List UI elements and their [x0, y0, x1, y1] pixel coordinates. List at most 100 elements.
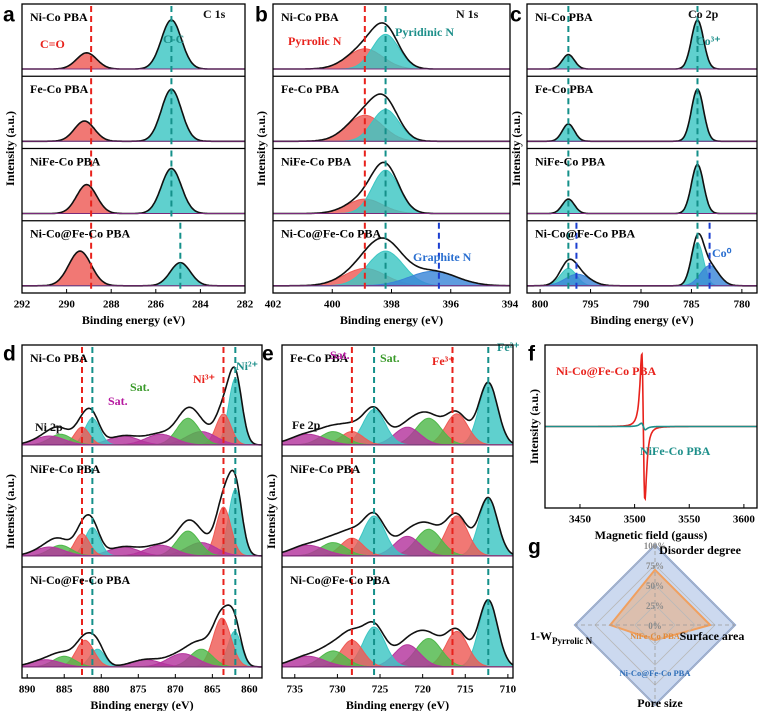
fit-component [21, 88, 246, 142]
x-tick-label: 396 [443, 299, 460, 311]
legend-label: Ni-Co@Fe-Co PBA [556, 364, 656, 378]
peak-annotation: N 1s [456, 7, 479, 21]
fit-envelope [281, 381, 514, 444]
peak-annotation: Fe³⁺ [432, 354, 455, 368]
sample-label: Ni-Co PBA [30, 351, 88, 365]
fit-envelope [21, 366, 263, 446]
panel-letter: d [3, 343, 16, 366]
x-tick-label: 780 [734, 299, 751, 311]
fit-envelope [22, 250, 245, 287]
x-tick-label: 292 [14, 299, 31, 311]
peak-annotation: Sat. [380, 351, 400, 365]
fit-envelope [527, 88, 757, 143]
plot-frame [526, 3, 758, 294]
x-tick-label: 790 [633, 299, 650, 311]
fit-component [272, 109, 511, 142]
peak-annotation: Fe 2p [292, 418, 321, 432]
x-tick-label: 282 [237, 299, 254, 311]
sample-label: Ni-Co PBA [535, 10, 593, 24]
sample-label: Fe-Co PBA [535, 82, 594, 96]
peak-annotation: C=O [40, 37, 65, 51]
radar-axis-label: Pore size [637, 696, 683, 710]
x-axis-label: Binding energy (eV) [346, 698, 449, 711]
sample-label: Fe-Co PBA [30, 82, 89, 96]
y-axis-label: Intensity (a.u.) [264, 474, 278, 549]
series-label: Ni-Co@Fe-Co PBA [620, 668, 692, 678]
x-tick-label: 400 [324, 299, 341, 311]
x-tick-label: 286 [148, 299, 165, 311]
sample-label: Ni-Co@Fe-Co PBA [535, 227, 635, 241]
sample-label: NiFe-Co PBA [290, 462, 361, 476]
sample-label: NiFe-Co PBA [30, 462, 101, 476]
radar-grid [614, 584, 696, 666]
radar-axis-label-text: Surface area [680, 629, 745, 643]
x-tick-label: 870 [167, 684, 184, 696]
peak-annotation: Fe²⁺ [497, 340, 520, 354]
peak-annotation: C-C [163, 32, 184, 46]
x-tick-label: 3550 [678, 514, 701, 526]
fit-component [272, 250, 511, 287]
sample-label: Ni-Co@Fe-Co PBA [281, 227, 381, 241]
radar-axis-label: Surface area [680, 629, 745, 643]
plot-frame [21, 3, 246, 294]
x-tick-label: 710 [500, 684, 517, 696]
sample-label: Fe-Co PBA [290, 351, 349, 365]
sample-label: Fe-Co PBA [281, 82, 340, 96]
x-tick-label: 865 [204, 684, 221, 696]
panel-letter: f [528, 343, 536, 366]
peak-annotation: Co⁰ [712, 246, 732, 260]
radar-tick-label: 25% [646, 601, 664, 611]
radar-axis-label: 1-WPyrrolic N [530, 629, 593, 646]
x-tick-label: 875 [130, 684, 147, 696]
x-tick-label: 715 [457, 684, 474, 696]
y-axis-label: Intensity (a.u.) [509, 111, 523, 186]
sample-label: Ni-Co PBA [30, 10, 88, 24]
legend-label: NiFe-Co PBA [640, 444, 711, 458]
y-axis-label: Intensity (a.u.) [3, 111, 17, 186]
fit-envelope [22, 167, 245, 215]
peak-annotation: Sat. [108, 394, 128, 408]
x-tick-label: 785 [683, 299, 700, 311]
peak-annotation: Pyridinic N [395, 25, 454, 39]
fit-component [21, 167, 246, 215]
x-axis-label: Binding energy (eV) [82, 313, 185, 327]
peak-annotation: Pyrrolic N [288, 34, 342, 48]
y-axis-label: Intensity (a.u.) [527, 389, 541, 464]
epr-curve [545, 422, 757, 431]
x-tick-label: 795 [582, 299, 599, 311]
fit-envelope [527, 19, 757, 70]
fit-envelope [21, 604, 262, 668]
peak-annotation: C 1s [203, 7, 226, 21]
fit-component [272, 169, 511, 215]
peak-annotation: Sat. [130, 380, 150, 394]
peak-annotation: Co³⁺ [696, 34, 721, 48]
fit-envelope [281, 496, 514, 555]
sample-label: Ni-Co@Fe-Co PBA [30, 227, 130, 241]
peak-annotation: Ni²⁺ [236, 359, 258, 373]
panel-letter: e [262, 343, 274, 366]
peak-annotation: Graphite N [413, 250, 472, 264]
x-tick-label: 880 [93, 684, 110, 696]
sample-label: NiFe-Co PBA [535, 154, 606, 168]
x-axis-label: Binding energy (eV) [90, 698, 193, 711]
fit-component [21, 184, 246, 215]
x-tick-label: 290 [58, 299, 75, 311]
fit-envelope [21, 469, 263, 557]
radar-axis-label-sub: Pyrrolic N [552, 636, 593, 646]
x-tick-label: 800 [532, 299, 549, 311]
fit-envelope [273, 237, 510, 287]
x-tick-label: 890 [19, 684, 36, 696]
panel-letter: c [510, 4, 522, 27]
peak-annotation: Ni³⁺ [193, 372, 215, 386]
y-axis-label: Intensity (a.u.) [254, 111, 268, 186]
x-tick-label: 394 [502, 299, 519, 311]
x-tick-label: 885 [56, 684, 73, 696]
x-tick-label: 725 [372, 684, 389, 696]
peak-annotation: Ni 2p [35, 420, 63, 434]
x-tick-label: 720 [414, 684, 431, 696]
sample-label: NiFe-Co PBA [281, 154, 352, 168]
series-label: NiFe-Co PBA [630, 631, 681, 641]
x-axis-label: Binding energy (eV) [340, 313, 443, 327]
fit-envelope [22, 88, 245, 143]
